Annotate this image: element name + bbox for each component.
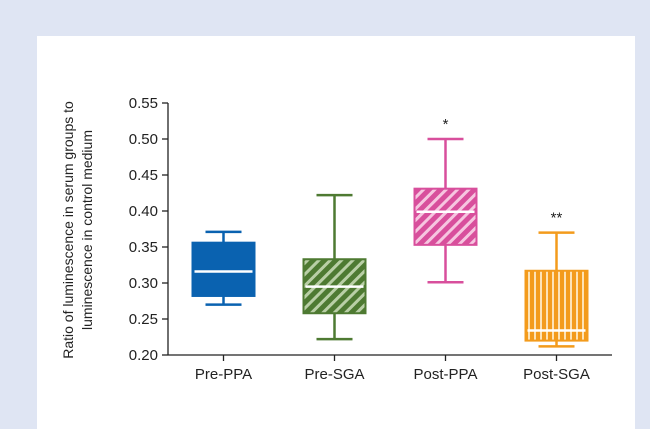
- significance-marker: *: [443, 116, 449, 133]
- y-tick-label: 0.25: [129, 311, 158, 328]
- y-tick-label: 0.20: [129, 347, 158, 364]
- x-tick-label: Post-PPA: [414, 366, 478, 383]
- box-post-ppa: *: [413, 116, 478, 284]
- x-axis: Pre-PPA Pre-SGA Post-PPA Post-SGA: [168, 354, 612, 383]
- significance-marker: **: [551, 210, 563, 227]
- x-tick-label: Pre-PPA: [195, 366, 252, 383]
- chart-panel: [37, 36, 635, 429]
- x-tick-label: Pre-SGA: [304, 366, 364, 383]
- box-iqr: [191, 241, 256, 297]
- y-tick-label: 0.40: [129, 203, 158, 220]
- box-post-sga: **: [524, 210, 589, 348]
- y-tick-label: 0.55: [129, 95, 158, 112]
- y-tick-label: 0.30: [129, 275, 158, 292]
- y-axis: 0.20 0.25 0.30 0.35 0.40 0.45 0.50 0.55: [129, 95, 169, 364]
- y-axis-label-line2: luminescence in control medium: [79, 130, 95, 330]
- box-iqr: [524, 269, 589, 342]
- y-tick-label: 0.50: [129, 131, 158, 148]
- box-iqr: [413, 187, 478, 246]
- y-axis-label-line1: Ratio of luminescence in serum groups to: [60, 101, 76, 359]
- y-tick-label: 0.45: [129, 167, 158, 184]
- x-tick-label: Post-SGA: [523, 366, 590, 383]
- boxes: ***: [191, 116, 589, 348]
- y-tick-label: 0.35: [129, 239, 158, 256]
- box-pre-sga: [302, 193, 367, 341]
- box-pre-ppa: [191, 230, 256, 306]
